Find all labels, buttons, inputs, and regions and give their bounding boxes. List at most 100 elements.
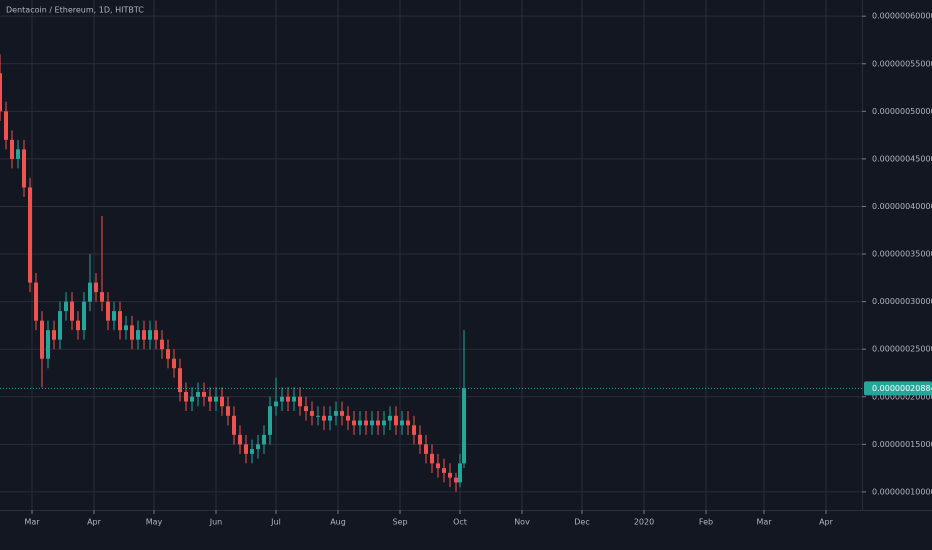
- x-tick-label: Mar: [24, 518, 40, 527]
- chart-title: Dentacoin / Ethereum, 1D, HITBTC: [6, 6, 144, 15]
- candle-body: [238, 434, 242, 445]
- candle-body: [34, 282, 38, 321]
- candle-body: [154, 330, 158, 340]
- candle-body: [22, 149, 26, 188]
- candle-body: [458, 463, 462, 483]
- candle-body: [0, 73, 2, 112]
- x-tick-label: Nov: [514, 518, 530, 527]
- y-tick-label: 0.00000060000: [872, 12, 932, 21]
- candle-body: [112, 311, 116, 321]
- candle-body: [424, 444, 428, 454]
- x-tick-label: Apr: [819, 518, 834, 527]
- candle-body: [52, 330, 56, 340]
- candle-body: [130, 325, 134, 340]
- candle-body: [142, 330, 146, 340]
- candle-body: [214, 396, 218, 402]
- candle-body: [28, 187, 32, 283]
- y-tick-label: 0.00000055000: [872, 59, 932, 68]
- candle-body: [88, 282, 92, 302]
- candle-body: [364, 420, 368, 426]
- x-tick-label: Sep: [392, 518, 407, 527]
- x-tick-label: Aug: [330, 518, 346, 527]
- candle-body: [58, 311, 62, 340]
- candle-body: [346, 415, 350, 421]
- candle-body: [190, 396, 194, 402]
- x-tick-label: Oct: [453, 518, 467, 527]
- candle-body: [256, 444, 260, 450]
- candle-body: [16, 149, 20, 159]
- candle-body: [4, 111, 8, 140]
- candle-body: [430, 453, 434, 464]
- candle-body: [412, 425, 416, 435]
- candle-body: [232, 415, 236, 435]
- candle-body: [442, 468, 446, 473]
- candle-body: [178, 368, 182, 393]
- candle-body: [64, 301, 68, 312]
- candle-body: [298, 396, 302, 407]
- candle-body: [100, 292, 104, 302]
- candle-body: [448, 472, 452, 478]
- y-tick-label: 0.00000010000: [872, 487, 932, 496]
- x-tick-label: Jul: [270, 518, 281, 527]
- x-tick-label: Apr: [87, 518, 102, 527]
- candle-body: [40, 320, 44, 359]
- candle-body: [118, 311, 122, 331]
- candle-body: [322, 415, 326, 421]
- candle-body: [148, 330, 152, 340]
- candle-body: [10, 139, 14, 159]
- x-tick-label: Feb: [699, 518, 713, 527]
- candle-body: [436, 463, 440, 469]
- candle-body: [166, 349, 170, 359]
- candle-body: [94, 282, 98, 293]
- y-tick-label: 0.00000025000: [872, 345, 932, 354]
- candle-body: [292, 396, 296, 402]
- y-tick-label: 0.00000035000: [872, 250, 932, 259]
- candle-body: [196, 392, 200, 397]
- candle-body: [106, 301, 110, 321]
- x-tick-label: Mar: [756, 518, 772, 527]
- candle-body: [340, 411, 344, 416]
- candle-body: [334, 411, 338, 416]
- candle-body: [286, 396, 290, 402]
- candle-body: [400, 420, 404, 426]
- x-tick-label: Jun: [209, 518, 223, 527]
- candle-body: [316, 415, 320, 417]
- candle-body: [454, 477, 458, 483]
- candle-body: [268, 406, 272, 435]
- candle-body: [262, 434, 266, 445]
- last-price-badge: [864, 381, 932, 396]
- candle-body: [418, 434, 422, 445]
- x-tick-label: Dec: [574, 518, 589, 527]
- candle-body: [406, 420, 410, 426]
- x-tick-label: May: [146, 518, 163, 527]
- candle-body: [382, 420, 386, 426]
- candle-body: [202, 392, 206, 397]
- candle-body: [310, 411, 314, 416]
- candle-body: [304, 406, 308, 412]
- candle-body: [76, 320, 80, 331]
- candle-body: [250, 449, 254, 454]
- candle-body: [352, 420, 356, 426]
- y-tick-label: 0.00000050000: [872, 107, 932, 116]
- candle-body: [244, 444, 248, 454]
- y-tick-label: 0.00000030000: [872, 297, 932, 306]
- candle-body: [280, 396, 284, 402]
- candle-body: [394, 415, 398, 426]
- candle-body: [388, 415, 392, 421]
- y-tick-label: 0.00000040000: [872, 202, 932, 211]
- candle-body: [70, 301, 74, 321]
- candle-body: [376, 420, 380, 426]
- candle-body: [172, 358, 176, 369]
- candle-body: [82, 301, 86, 331]
- x-tick-label: 2020: [634, 518, 654, 527]
- candle-body: [274, 401, 278, 407]
- y-tick-label: 0.00000020000: [872, 392, 932, 401]
- candle-body: [370, 420, 374, 426]
- candle-body: [136, 330, 140, 340]
- candle-body: [220, 396, 224, 407]
- candle-body: [462, 388, 466, 464]
- candle-body: [46, 330, 50, 359]
- candle-body: [328, 415, 332, 421]
